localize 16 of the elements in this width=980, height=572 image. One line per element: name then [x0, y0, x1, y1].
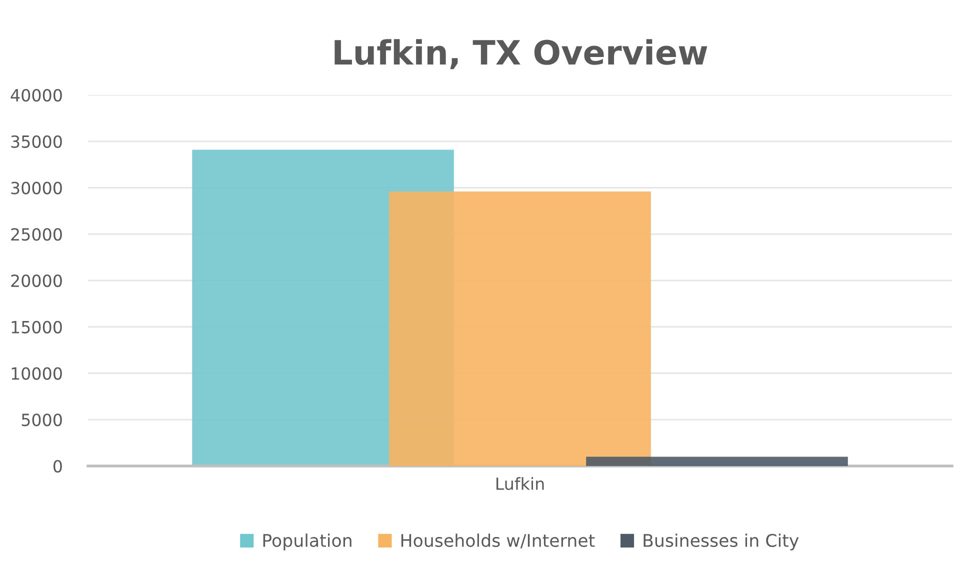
y-tick-label: 10000	[12, 367, 62, 380]
y-tick-label: 0	[53, 460, 62, 473]
y-tick-label: 35000	[11, 135, 62, 148]
chart-title: Lufkin, TX Overview	[334, 39, 708, 70]
y-tick-label: 25000	[11, 228, 62, 241]
y-tick-label: 40000	[10, 88, 62, 102]
legend-label: Households w/Internet	[401, 534, 595, 548]
legend-label: Population	[263, 534, 352, 550]
bar	[586, 456, 848, 466]
y-tick-label: 20000	[11, 274, 62, 288]
y-tick-label: 15000	[12, 320, 62, 334]
x-tick-label: Lufkin	[496, 477, 544, 490]
y-tick-label: 30000	[11, 182, 62, 194]
bar	[389, 191, 651, 466]
y-tick-label: 5000	[22, 414, 62, 426]
legend-label: Businesses in City	[644, 534, 799, 550]
